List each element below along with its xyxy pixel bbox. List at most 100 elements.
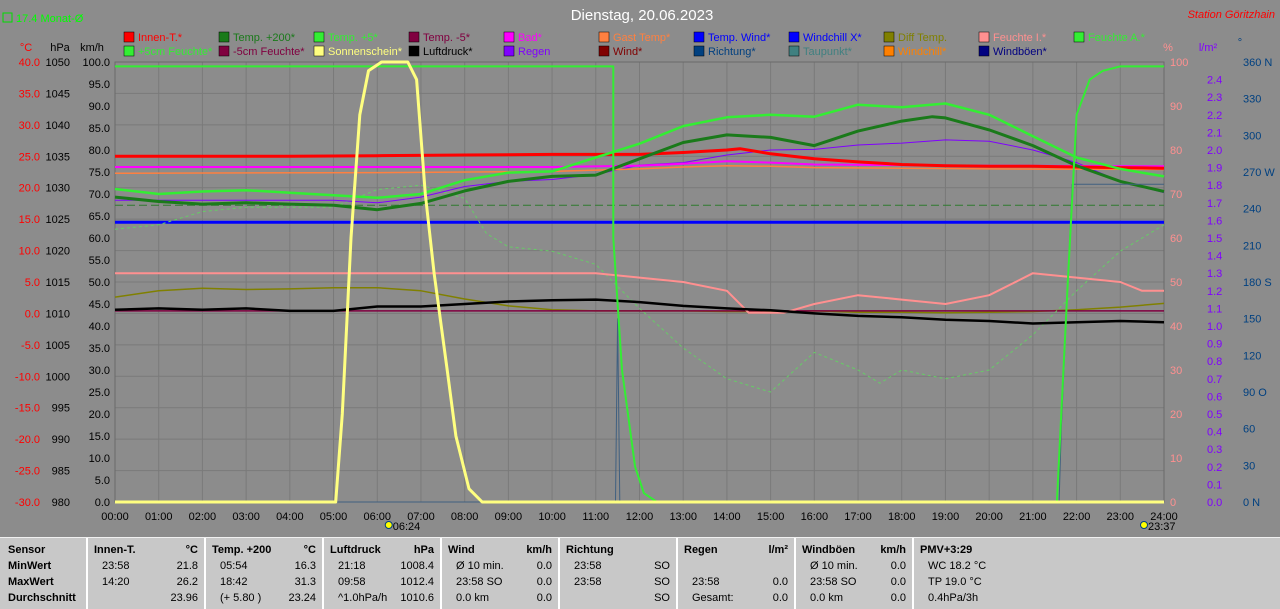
x-tick-label: 24:00	[1150, 511, 1178, 523]
pressure-tick-label: 1000	[46, 371, 70, 383]
wind-tick-label: 95.0	[89, 79, 110, 91]
legend-swatch	[883, 45, 895, 57]
stats-row: 23:58 SO	[560, 558, 676, 574]
stats-value: 0.0	[772, 592, 788, 604]
temp-tick-label: -20.0	[15, 434, 40, 446]
stats-row: MaxWert	[0, 574, 86, 590]
series-line--5cm-feuchte	[114, 184, 1165, 393]
stats-row: MinWert	[0, 558, 86, 574]
x-tick-label: 01:00	[145, 511, 173, 523]
rain-tick-label: 2.2	[1207, 110, 1222, 122]
legend-swatch	[978, 45, 990, 57]
stats-row: Ø 10 min. 0.0	[442, 558, 558, 574]
stats-label: Temp. +200	[212, 544, 272, 556]
stats-value: 0.0	[890, 592, 906, 604]
stats-row	[678, 558, 794, 574]
rain-tick-label: 2.4	[1207, 75, 1222, 87]
series-line-gast-temp	[114, 164, 1165, 175]
stats-column: Innen-T. °C 23:58 21.8 14:20 26.2 23.96	[88, 538, 206, 609]
chart-title: Dienstag, 20.06.2023	[571, 7, 714, 24]
sunset-icon	[1140, 521, 1148, 529]
legend-swatch	[693, 45, 705, 57]
pressure-tick-label: 1045	[46, 88, 70, 100]
rain-tick-label: 0.0	[1207, 497, 1222, 509]
x-tick-label: 00:00	[101, 511, 129, 523]
legend-swatch	[598, 31, 610, 43]
stats-label: Windböen	[802, 544, 856, 556]
stats-row: 23:58 SO 0.0	[796, 574, 912, 590]
legend-swatch	[503, 45, 515, 57]
stats-row: 05:54 16.3	[206, 558, 322, 574]
legend-swatch	[313, 45, 325, 57]
rain-tick-label: 1.2	[1207, 286, 1222, 298]
stats-value: 21.8	[176, 560, 198, 572]
stats-value: °C	[303, 544, 316, 556]
direction-tick-label: 270 W	[1243, 167, 1275, 179]
direction-tick-label: 30	[1243, 460, 1255, 472]
stats-row: 23.96	[88, 590, 204, 606]
legend: Innen-T.* Temp. +200* Temp. +5* Temp. -5* Ba…	[123, 31, 1146, 58]
pressure-tick-label: 1030	[46, 183, 70, 195]
stats-column: Luftdruck hPa 21:18 1008.4 09:58 1012.4 ^1.0hP…	[324, 538, 442, 609]
stats-label: 23:58 SO	[810, 576, 857, 588]
unit-direction: °	[1238, 37, 1242, 49]
direction-tick-label: 150	[1243, 314, 1261, 326]
legend-swatch	[218, 45, 230, 57]
stats-row: Luftdruck hPa	[324, 542, 440, 558]
rain-tick-label: 0.3	[1207, 444, 1222, 456]
stats-value: 31.3	[294, 576, 316, 588]
wind-tick-label: 30.0	[89, 365, 110, 377]
pressure-tick-label: 1010	[46, 308, 70, 320]
legend-label: Richtung*	[708, 46, 756, 58]
wind-tick-label: 35.0	[89, 343, 110, 355]
x-tick-label: 15:00	[757, 511, 785, 523]
humidity-tick-label: 40	[1170, 321, 1182, 333]
humidity-tick-label: 60	[1170, 233, 1182, 245]
rain-tick-label: 1.9	[1207, 163, 1222, 175]
wind-tick-label: 0.0	[95, 497, 110, 509]
wind-tick-label: 55.0	[89, 255, 110, 267]
rain-tick-label: 1.8	[1207, 180, 1222, 192]
x-tick-label: 06:00	[363, 511, 391, 523]
wind-tick-label: 80.0	[89, 145, 110, 157]
stats-value: SO	[654, 560, 670, 572]
wind-tick-label: 75.0	[89, 167, 110, 179]
legend-label: Taupunkt*	[803, 46, 853, 58]
rain-tick-label: 1.4	[1207, 251, 1222, 263]
stats-row: Sensor	[0, 542, 86, 558]
direction-tick-label: 210	[1243, 240, 1261, 252]
x-tick-label: 09:00	[495, 511, 523, 523]
stats-label: Luftdruck	[330, 544, 381, 556]
temp-tick-label: 5.0	[25, 277, 40, 289]
stats-value: 1010.6	[400, 592, 434, 604]
series-line-regen	[115, 139, 1165, 204]
x-tick-label: 11:00	[582, 511, 609, 523]
rain-tick-label: 0.5	[1207, 409, 1222, 421]
stats-label: Sensor	[8, 544, 46, 556]
stats-row: 0.0 km 0.0	[796, 590, 912, 606]
stats-label: MaxWert	[8, 576, 54, 588]
stats-value: 23.96	[170, 592, 198, 604]
x-tick-label: 08:00	[451, 511, 479, 523]
wind-tick-label: 50.0	[89, 277, 110, 289]
stats-value: 0.0	[536, 592, 552, 604]
legend-swatch	[218, 31, 230, 43]
temp-tick-label: 0.0	[25, 308, 40, 320]
stats-row: 18:42 31.3	[206, 574, 322, 590]
stats-row: 21:18 1008.4	[324, 558, 440, 574]
stats-label: Richtung	[566, 544, 614, 556]
x-tick-label: 02:00	[189, 511, 217, 523]
sun-markers: 06:24 23:37	[384, 521, 1176, 533]
legend-swatch	[408, 31, 420, 43]
temp-tick-label: 40.0	[19, 57, 40, 69]
temp-tick-label: 15.0	[19, 214, 40, 226]
legend-swatch	[123, 45, 135, 57]
humidity-tick-label: 90	[1170, 101, 1182, 113]
stats-label: 23:58	[102, 560, 130, 572]
series-line-temp-200	[114, 115, 1165, 212]
series-line-sonnenschein	[115, 60, 1164, 504]
legend-label: Temp. +200*	[233, 32, 296, 44]
pressure-tick-label: 1050	[46, 57, 70, 69]
legend-swatch	[313, 31, 325, 43]
stats-row: 09:58 1012.4	[324, 574, 440, 590]
